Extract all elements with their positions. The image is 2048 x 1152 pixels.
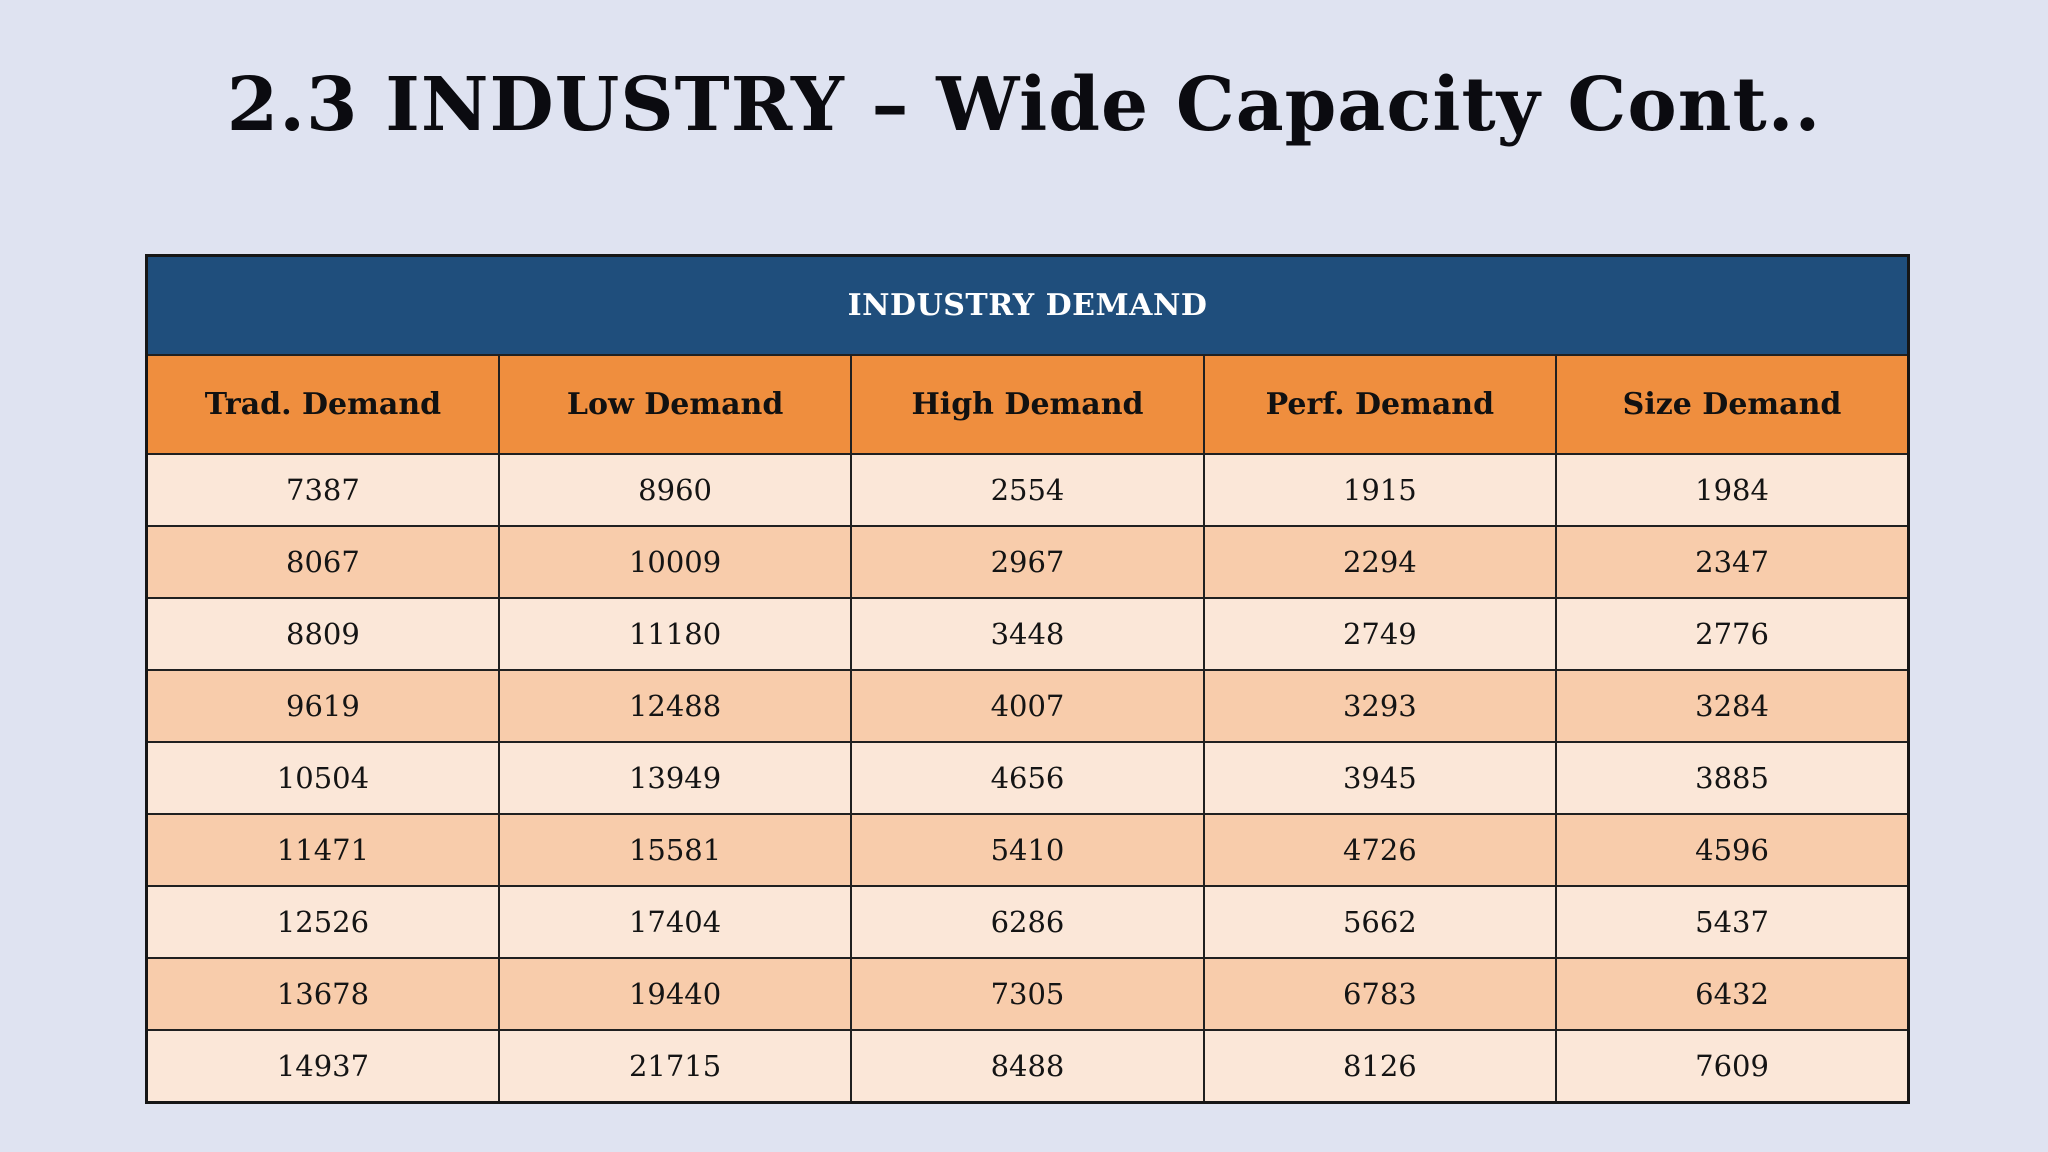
table-cell: 8067 [145, 525, 500, 599]
industry-demand-table: INDUSTRY DEMAND Trad. Demand Low Demand … [145, 254, 1910, 1104]
table-cell: 4596 [1555, 813, 1910, 887]
table-cell: 4656 [850, 741, 1205, 815]
table-cell: 11471 [145, 813, 500, 887]
table-cell: 7305 [850, 957, 1205, 1031]
table-row: 7387 8960 2554 1915 1984 [145, 453, 1910, 527]
table-cell: 3448 [850, 597, 1205, 671]
table-row: 13678 19440 7305 6783 6432 [145, 957, 1910, 1031]
table-cell: 1984 [1555, 453, 1910, 527]
table-cell: 2967 [850, 525, 1205, 599]
table-cell: 2347 [1555, 525, 1910, 599]
table-cell: 2294 [1202, 525, 1558, 599]
table-cell: 12526 [145, 885, 500, 959]
column-header-perf-demand: Perf. Demand [1202, 354, 1558, 455]
table-cell: 10009 [497, 525, 853, 599]
table-row: 12526 17404 6286 5662 5437 [145, 885, 1910, 959]
table-cell: 3885 [1555, 741, 1910, 815]
table-cell: 3293 [1202, 669, 1558, 743]
table-cell: 9619 [145, 669, 500, 743]
table-body: 7387 8960 2554 1915 1984 8067 10009 2967 2294 234… [145, 453, 1910, 1103]
page-title: 2.3 INDUSTRY – Wide Capacity Cont.. [226, 62, 1822, 148]
table-cell: 5437 [1555, 885, 1910, 959]
table-row: 11471 15581 5410 4726 4596 [145, 813, 1910, 887]
table-cell: 4007 [850, 669, 1205, 743]
table-cell: 8809 [145, 597, 500, 671]
table-cell: 7609 [1555, 1029, 1910, 1103]
table-cell: 15581 [497, 813, 853, 887]
table-header-row: Trad. Demand Low Demand High Demand Perf… [145, 354, 1910, 455]
table-cell: 21715 [497, 1029, 853, 1103]
table-banner: INDUSTRY DEMAND [145, 254, 1910, 356]
table-cell: 14937 [145, 1029, 500, 1103]
table-cell: 17404 [497, 885, 853, 959]
table-cell: 7387 [145, 453, 500, 527]
column-header-low-demand: Low Demand [497, 354, 853, 455]
column-header-trad-demand: Trad. Demand [145, 354, 500, 455]
table-cell: 10504 [145, 741, 500, 815]
table-cell: 2554 [850, 453, 1205, 527]
table-banner-row: INDUSTRY DEMAND [145, 254, 1910, 356]
table-cell: 3945 [1202, 741, 1558, 815]
table-row: 14937 21715 8488 8126 7609 [145, 1029, 1910, 1103]
table-cell: 3284 [1555, 669, 1910, 743]
table-cell: 8488 [850, 1029, 1205, 1103]
table-cell: 8126 [1202, 1029, 1558, 1103]
table-row: 8067 10009 2967 2294 2347 [145, 525, 1910, 599]
table-cell: 12488 [497, 669, 853, 743]
table-cell: 8960 [497, 453, 853, 527]
table-cell: 2749 [1202, 597, 1558, 671]
column-header-size-demand: Size Demand [1555, 354, 1910, 455]
table-row: 10504 13949 4656 3945 3885 [145, 741, 1910, 815]
table-cell: 6432 [1555, 957, 1910, 1031]
table-cell: 13949 [497, 741, 853, 815]
table-cell: 5662 [1202, 885, 1558, 959]
table-cell: 5410 [850, 813, 1205, 887]
table-row: 8809 11180 3448 2749 2776 [145, 597, 1910, 671]
table-cell: 11180 [497, 597, 853, 671]
table-cell: 1915 [1202, 453, 1558, 527]
table-cell: 19440 [497, 957, 853, 1031]
column-header-high-demand: High Demand [850, 354, 1205, 455]
table-row: 9619 12488 4007 3293 3284 [145, 669, 1910, 743]
table-cell: 13678 [145, 957, 500, 1031]
table-cell: 6783 [1202, 957, 1558, 1031]
table-cell: 4726 [1202, 813, 1558, 887]
table-cell: 6286 [850, 885, 1205, 959]
table-cell: 2776 [1555, 597, 1910, 671]
